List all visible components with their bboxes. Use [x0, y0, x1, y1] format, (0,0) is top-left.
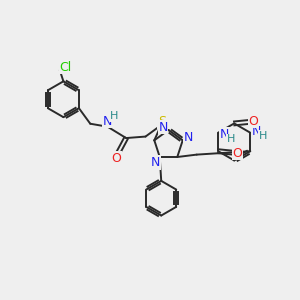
Text: Cl: Cl [60, 61, 72, 74]
Text: H: H [259, 131, 267, 141]
Text: N: N [151, 156, 160, 169]
Text: N: N [103, 115, 112, 128]
Text: N: N [220, 128, 230, 141]
Text: H: H [110, 111, 118, 121]
Text: N: N [184, 131, 194, 144]
Text: O: O [249, 115, 259, 128]
Text: O: O [111, 152, 121, 165]
Text: N: N [158, 121, 168, 134]
Text: S: S [158, 115, 166, 128]
Text: O: O [232, 147, 242, 160]
Text: H: H [226, 134, 235, 144]
Text: N: N [252, 125, 262, 138]
